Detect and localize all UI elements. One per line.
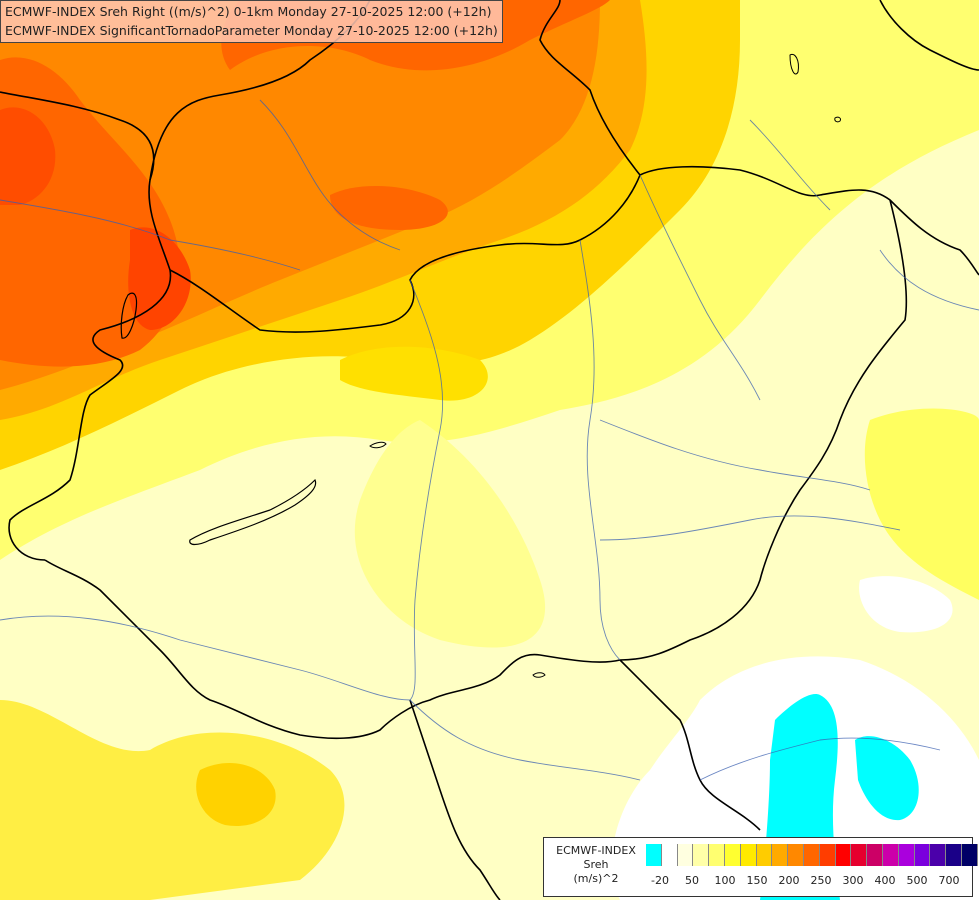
lake-small-1	[369, 441, 387, 449]
legend-tick-1: 50	[685, 874, 699, 887]
field-gold-blob	[340, 346, 488, 401]
legend-swatch-4	[709, 844, 725, 866]
border-northeast	[539, 0, 641, 176]
legend-tick-0: -20	[651, 874, 669, 887]
river-9	[409, 699, 641, 781]
border-north	[0, 91, 172, 561]
legend-swatch-7	[756, 844, 773, 866]
legend-tick-3: 150	[746, 874, 768, 887]
legend-swatch-0	[646, 844, 662, 866]
field-red-core	[128, 227, 191, 330]
legend-parameter: Sreh	[583, 858, 609, 871]
legend-tick-2: 100	[714, 874, 736, 887]
river-6	[599, 419, 871, 491]
river-1	[409, 279, 444, 701]
field-redorange-core-mid	[330, 185, 448, 230]
legend-swatch-13	[851, 844, 868, 866]
legend-swatch-19	[946, 844, 962, 866]
title-line-sreh: ECMWF-INDEX Sreh Right ((m/s)^2) 0-1km M…	[5, 4, 492, 19]
river-11	[749, 119, 831, 211]
border-topright	[879, 0, 979, 71]
legend-swatch-2	[677, 844, 694, 866]
field-yellow-southwest	[0, 700, 345, 900]
color-legend: ECMWF-INDEX Sreh (m/s)^2 -20 50 100 150 200 2…	[543, 837, 978, 897]
field-yellow-sw-core	[196, 762, 276, 826]
title-line-stp: ECMWF-INDEX SignificantTornadoParameter …	[5, 23, 498, 38]
legend-swatch-3	[693, 844, 710, 866]
legend-tick-7: 400	[874, 874, 896, 887]
river-8	[0, 615, 411, 701]
border-south	[619, 659, 761, 831]
field-white-island	[859, 576, 953, 633]
field-yellow-east	[864, 408, 979, 600]
lake-balaton	[189, 478, 317, 546]
river-5	[639, 174, 761, 401]
legend-tick-5: 250	[810, 874, 832, 887]
border-east	[44, 199, 908, 740]
legend-swatch-8	[772, 844, 789, 866]
legend-swatch-10	[803, 844, 820, 866]
legend-swatch-17	[914, 844, 931, 866]
river-4	[259, 99, 401, 251]
lake-small-4	[532, 672, 546, 678]
legend-color-scale	[646, 844, 978, 866]
river-3	[0, 199, 301, 271]
legend-tick-labels: -20 50 100 150 200 250 300 400 500 700	[646, 874, 966, 888]
border-southwest	[409, 699, 501, 900]
legend-tick-8: 500	[906, 874, 928, 887]
legend-source: ECMWF-INDEX	[556, 844, 636, 857]
legend-swatch-14	[867, 844, 883, 866]
river-10	[699, 737, 941, 781]
legend-caption: ECMWF-INDEX Sreh (m/s)^2	[548, 844, 644, 886]
map-title-box: ECMWF-INDEX Sreh Right ((m/s)^2) 0-1km M…	[0, 0, 503, 43]
lake-small-3	[834, 116, 841, 123]
legend-swatch-18	[930, 844, 947, 866]
legend-tick-9: 700	[938, 874, 960, 887]
river-12	[879, 249, 979, 311]
river-lines	[0, 99, 979, 781]
field-red-core-west	[0, 107, 56, 205]
legend-tick-6: 300	[842, 874, 864, 887]
field-cyan-area-2	[855, 736, 919, 821]
legend-swatch-12	[835, 844, 852, 866]
legend-swatch-6	[740, 844, 757, 866]
legend-swatch-20	[961, 844, 978, 866]
field-yellow-south	[354, 420, 546, 648]
legend-swatch-15	[882, 844, 899, 866]
legend-swatch-9	[788, 844, 804, 866]
lake-neusiedl	[120, 292, 138, 339]
legend-unit: (m/s)^2	[573, 872, 619, 885]
lake-small-2	[789, 53, 799, 75]
legend-swatch-16	[898, 844, 915, 866]
legend-swatch-1	[661, 844, 678, 866]
legend-swatch-5	[724, 844, 741, 866]
legend-swatch-11	[819, 844, 836, 866]
river-2	[579, 239, 621, 661]
legend-tick-4: 200	[778, 874, 800, 887]
river-7	[599, 515, 901, 541]
